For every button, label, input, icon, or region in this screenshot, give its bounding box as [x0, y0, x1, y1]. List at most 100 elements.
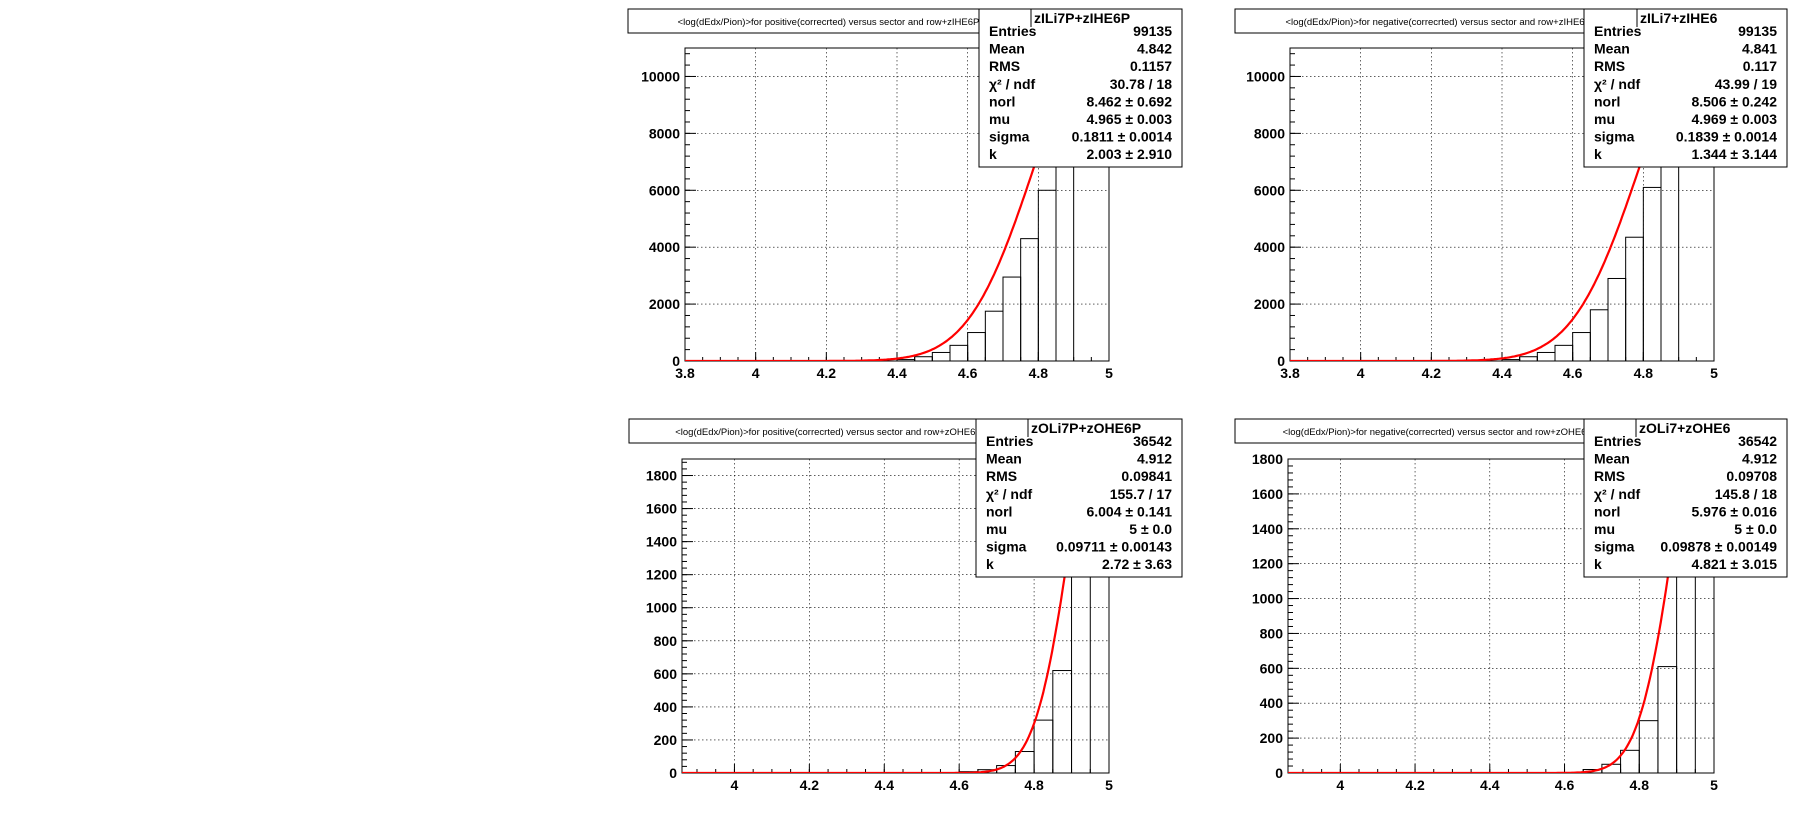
stat-label: norl [989, 93, 1015, 109]
title-box [1234, 418, 1635, 444]
title-box [1234, 8, 1636, 34]
stat-value: 4.912 [1742, 451, 1777, 467]
stat-value: 8.506 ± 0.242 [1691, 93, 1777, 109]
stat-label: norl [1594, 503, 1620, 519]
stat-label: χ² / ndf [986, 486, 1032, 502]
fit-curve [1288, 459, 1687, 773]
x-tick-label: 4.6 [1563, 365, 1583, 381]
stats-box [1583, 8, 1788, 168]
stat-value: 5 ± 0.0 [1734, 521, 1777, 537]
stat-value: 99135 [1133, 23, 1172, 39]
plot-title: <log(dEdx/Pion)>for positive(correcrted)… [678, 17, 980, 28]
stat-label: χ² / ndf [989, 76, 1035, 92]
stats-box [975, 418, 1183, 578]
stat-value: 6.004 ± 0.141 [1086, 503, 1172, 519]
stats-name: zILi7P+zIHE6P [1034, 10, 1130, 26]
y-tick-label: 8000 [1254, 125, 1285, 141]
y-tick-label: 200 [1260, 730, 1284, 746]
y-tick-label: 8000 [649, 125, 680, 141]
stat-value: 4.965 ± 0.003 [1086, 111, 1172, 127]
stat-value: 2.003 ± 2.910 [1086, 146, 1172, 162]
stat-label: norl [1594, 93, 1620, 109]
y-tick-label: 2000 [1254, 296, 1285, 312]
x-tick-label: 5 [1710, 777, 1718, 793]
stat-value: 155.7 / 17 [1110, 486, 1172, 502]
plot-title: <log(dEdx/Pion)>for negative(correcrted)… [1283, 427, 1587, 438]
x-tick-label: 5 [1105, 777, 1113, 793]
y-tick-label: 2000 [649, 296, 680, 312]
y-tick-label: 4000 [1254, 239, 1285, 255]
stat-label: RMS [986, 468, 1017, 484]
stat-value: 0.09841 [1121, 468, 1172, 484]
stat-value: 4.969 ± 0.003 [1691, 111, 1777, 127]
stat-value: 8.462 ± 0.692 [1086, 93, 1172, 109]
stat-value: 0.117 [1743, 58, 1777, 74]
x-tick-label: 4.2 [817, 365, 837, 381]
y-tick-label: 200 [654, 732, 678, 748]
stat-label: k [1594, 556, 1602, 572]
stat-value: 4.842 [1137, 41, 1172, 57]
histogram-pad: 4 4.2 4.4 4.6 4.8 5 0 200 400 600 800 1000 1200 1400 1… [1234, 418, 1788, 793]
stat-label: RMS [1594, 58, 1625, 74]
stat-label: χ² / ndf [1594, 486, 1640, 502]
y-tick-label: 1400 [646, 534, 677, 550]
stat-value: 0.1157 [1130, 58, 1172, 74]
stat-value: 0.09878 ± 0.00149 [1660, 539, 1777, 555]
stat-value: 0.09708 [1726, 468, 1777, 484]
stat-value: 0.1839 ± 0.0014 [1676, 129, 1777, 145]
stat-label: sigma [989, 129, 1030, 145]
stat-label: mu [989, 111, 1010, 127]
x-tick-label: 4.8 [1630, 777, 1650, 793]
x-tick-label: 4.2 [1405, 777, 1425, 793]
y-tick-label: 800 [654, 633, 678, 649]
x-tick-label: 4.2 [1422, 365, 1442, 381]
stat-value: 5.976 ± 0.016 [1691, 503, 1777, 519]
stat-value: 4.912 [1137, 451, 1172, 467]
stat-label: mu [1594, 111, 1615, 127]
y-tick-label: 6000 [649, 182, 680, 198]
stat-value: 36542 [1738, 433, 1777, 449]
y-tick-label: 1000 [1252, 591, 1283, 607]
y-tick-label: 6000 [1254, 182, 1285, 198]
x-tick-label: 3.8 [1280, 365, 1300, 381]
stat-value: 0.1811 ± 0.0014 [1072, 129, 1173, 145]
stat-value: 30.78 / 18 [1110, 76, 1172, 92]
stat-label: Entries [986, 433, 1034, 449]
stat-label: k [989, 146, 997, 162]
y-tick-label: 0 [1275, 765, 1283, 781]
x-tick-label: 4.8 [1029, 365, 1049, 381]
stats-name: zOLi7P+zOHE6P [1031, 420, 1141, 436]
y-tick-label: 0 [669, 765, 677, 781]
stat-value: 1.344 ± 3.144 [1691, 146, 1777, 162]
plot-title: <log(dEdx/Pion)>for negative(correcrted)… [1285, 17, 1584, 28]
x-tick-label: 4 [1336, 777, 1344, 793]
stat-label: sigma [1594, 539, 1635, 555]
stat-label: mu [986, 521, 1007, 537]
y-tick-label: 1200 [1252, 556, 1283, 572]
x-tick-label: 4.6 [958, 365, 978, 381]
y-tick-label: 400 [654, 699, 678, 715]
y-tick-label: 10000 [641, 68, 680, 84]
x-tick-label: 4.8 [1024, 777, 1044, 793]
stat-label: χ² / ndf [1594, 76, 1640, 92]
stat-label: k [1594, 146, 1602, 162]
y-tick-label: 0 [672, 353, 680, 369]
stat-value: 99135 [1738, 23, 1777, 39]
stat-value: 0.09711 ± 0.00143 [1056, 539, 1172, 555]
stats-name: zILi7+zIHE6 [1640, 10, 1718, 26]
stats-box [978, 8, 1183, 168]
y-tick-label: 1600 [1252, 486, 1283, 502]
stat-value: 2.72 ± 3.63 [1102, 556, 1172, 572]
stat-label: RMS [989, 58, 1020, 74]
histogram-bins [958, 565, 1091, 774]
fit-curve [682, 459, 1084, 773]
histogram-pad: 4 4.2 4.4 4.6 4.8 5 0 200 400 600 800 1000 1200 1400 1… [628, 418, 1183, 793]
stat-value: 4.821 ± 3.015 [1691, 556, 1777, 572]
x-tick-label: 4.6 [949, 777, 969, 793]
x-tick-label: 5 [1710, 365, 1718, 381]
histogram-bins [896, 127, 1075, 362]
title-box [627, 8, 1030, 34]
stat-value: 5 ± 0.0 [1129, 521, 1172, 537]
stat-label: Mean [986, 451, 1022, 467]
